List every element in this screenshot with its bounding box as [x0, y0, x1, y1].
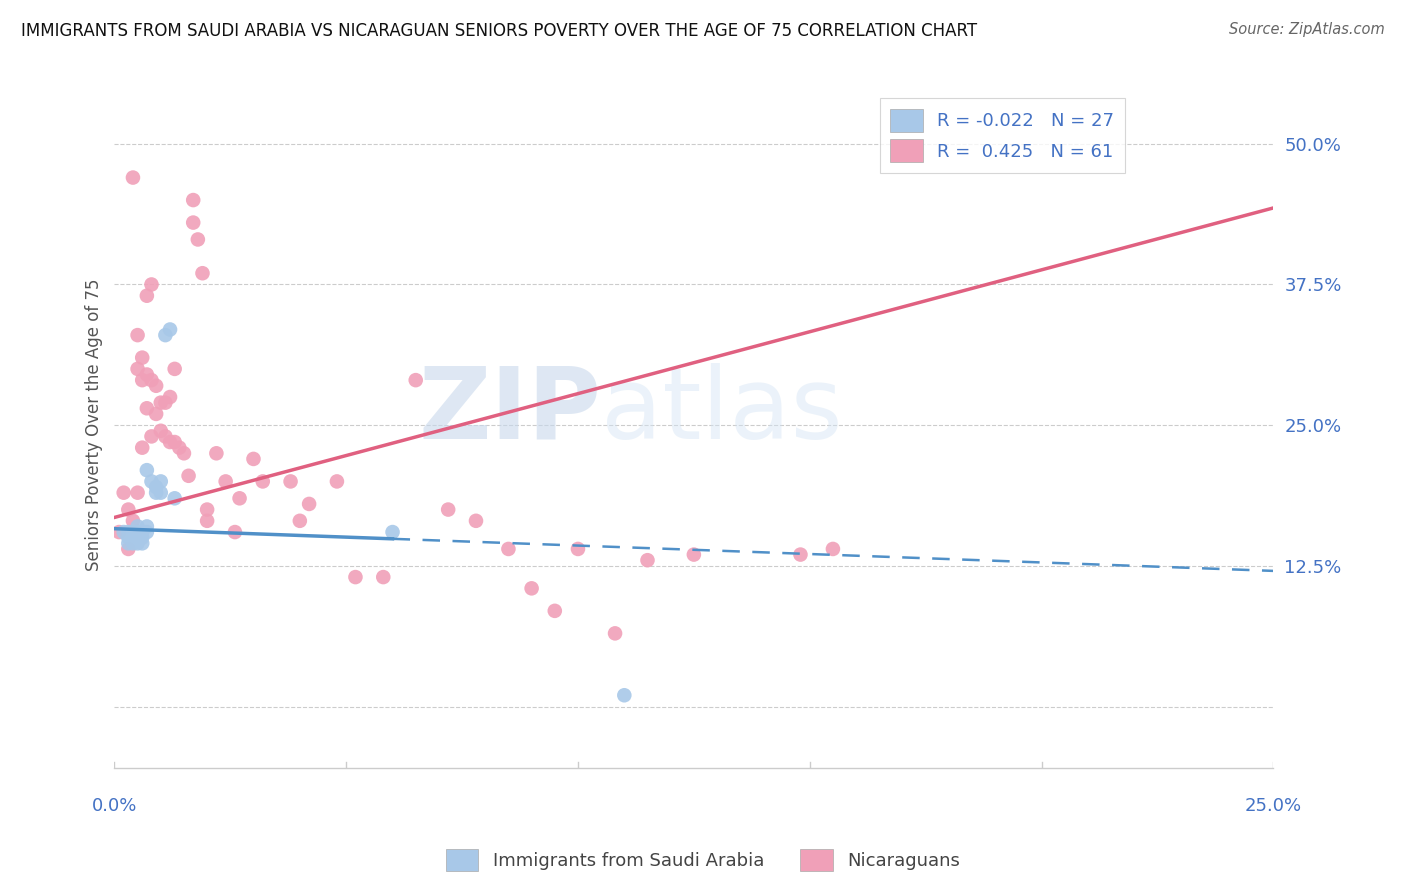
Point [373, 570, 395, 584]
Point [131, 373, 153, 387]
Point [149, 475, 172, 489]
Text: atlas: atlas [602, 363, 842, 460]
Point [789, 548, 811, 562]
Point [122, 536, 145, 550]
Point [405, 373, 427, 387]
Point [112, 524, 135, 539]
Point [131, 531, 153, 545]
Point [177, 468, 200, 483]
Point [159, 435, 181, 450]
Point [127, 485, 149, 500]
Point [567, 541, 589, 556]
Point [131, 351, 153, 365]
Point [195, 502, 218, 516]
Point [498, 541, 520, 556]
Point [117, 541, 139, 556]
Point [465, 514, 488, 528]
Point [163, 362, 186, 376]
Point [127, 524, 149, 539]
Point [145, 485, 167, 500]
Point [173, 446, 195, 460]
Point [122, 170, 145, 185]
Point [682, 548, 704, 562]
Legend: R = -0.022   N = 27, R =  0.425   N = 61: R = -0.022 N = 27, R = 0.425 N = 61 [880, 98, 1125, 173]
Point [191, 266, 214, 280]
Point [205, 446, 228, 460]
Point [135, 368, 157, 382]
Point [821, 541, 844, 556]
Point [181, 216, 204, 230]
Point [280, 475, 302, 489]
Point [437, 502, 460, 516]
Point [181, 193, 204, 207]
Point [141, 373, 163, 387]
Point [228, 491, 250, 506]
Point [131, 441, 153, 455]
Point [520, 582, 543, 596]
Point [159, 322, 181, 336]
Point [163, 491, 186, 506]
Point [117, 524, 139, 539]
Point [117, 536, 139, 550]
Point [163, 435, 186, 450]
Point [135, 289, 157, 303]
Point [135, 401, 157, 416]
Point [131, 524, 153, 539]
Point [127, 519, 149, 533]
Point [613, 688, 636, 702]
Point [149, 395, 172, 409]
Text: ZIP: ZIP [418, 363, 602, 460]
Point [326, 475, 349, 489]
Point [112, 485, 135, 500]
Legend: Immigrants from Saudi Arabia, Nicaraguans: Immigrants from Saudi Arabia, Nicaraguan… [439, 842, 967, 879]
Point [127, 536, 149, 550]
Point [215, 475, 238, 489]
Point [169, 441, 191, 455]
Point [159, 390, 181, 404]
Point [195, 514, 218, 528]
Point [603, 626, 626, 640]
Point [149, 485, 172, 500]
Point [344, 570, 367, 584]
Text: 0.0%: 0.0% [91, 797, 138, 814]
Point [108, 524, 131, 539]
Point [127, 362, 149, 376]
Point [242, 451, 264, 466]
Text: IMMIGRANTS FROM SAUDI ARABIA VS NICARAGUAN SENIORS POVERTY OVER THE AGE OF 75 CO: IMMIGRANTS FROM SAUDI ARABIA VS NICARAGU… [21, 22, 977, 40]
Y-axis label: Seniors Poverty Over the Age of 75: Seniors Poverty Over the Age of 75 [86, 279, 103, 572]
Point [145, 480, 167, 494]
Point [122, 514, 145, 528]
Point [637, 553, 659, 567]
Point [135, 519, 157, 533]
Point [135, 524, 157, 539]
Point [544, 604, 567, 618]
Point [298, 497, 321, 511]
Point [117, 531, 139, 545]
Point [141, 277, 163, 292]
Point [155, 429, 177, 443]
Point [381, 524, 404, 539]
Point [155, 395, 177, 409]
Point [122, 524, 145, 539]
Point [145, 407, 167, 421]
Point [131, 536, 153, 550]
Point [145, 378, 167, 392]
Point [149, 424, 172, 438]
Point [155, 328, 177, 343]
Point [135, 463, 157, 477]
Point [141, 475, 163, 489]
Point [122, 531, 145, 545]
Point [127, 531, 149, 545]
Point [288, 514, 311, 528]
Text: 25.0%: 25.0% [1244, 797, 1302, 814]
Point [127, 328, 149, 343]
Text: Source: ZipAtlas.com: Source: ZipAtlas.com [1229, 22, 1385, 37]
Point [141, 429, 163, 443]
Point [117, 502, 139, 516]
Point [252, 475, 274, 489]
Point [187, 232, 209, 246]
Point [224, 524, 246, 539]
